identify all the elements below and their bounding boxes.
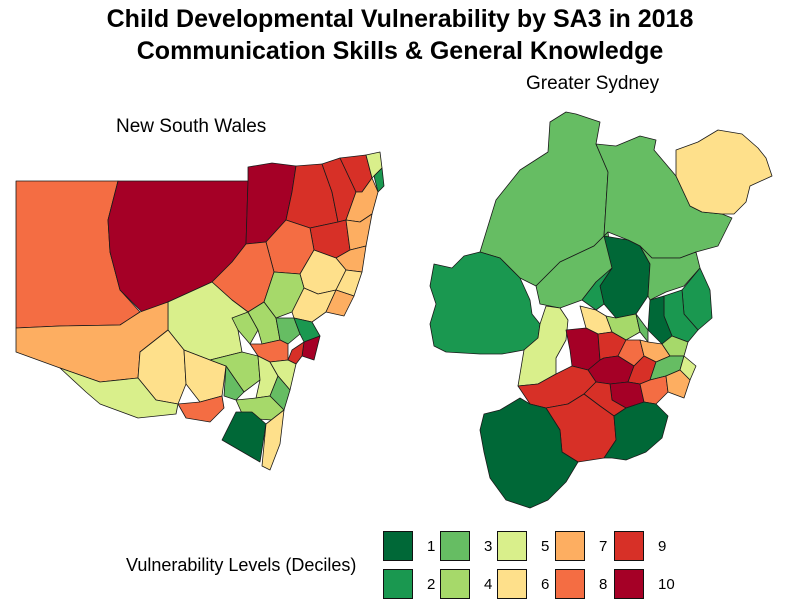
nsw-region [261,409,285,471]
sydney-region [665,369,691,399]
legend-item-9: 9 [614,531,666,561]
nsw-region [291,287,337,323]
sydney-region [479,397,579,509]
sydney-region [639,245,701,301]
legend-swatch [614,531,644,561]
nsw-region [287,341,305,365]
legend-item-5: 5 [497,531,549,561]
chart-title-line-2: Communication Skills & General Knowledge [136,37,664,65]
legend-item-4: 4 [440,569,492,599]
nsw-region [231,311,259,345]
legend-swatch [440,531,470,561]
legend-label: 10 [658,575,675,593]
legend-swatch [555,531,585,561]
legend-item-6: 6 [497,569,549,599]
legend-label: 5 [541,537,550,555]
nsw-region [221,411,267,463]
sydney-region [595,135,733,259]
legend-label: 7 [599,537,608,555]
legend-item-2: 2 [383,569,435,599]
legend-swatch [497,531,527,561]
legend-item-8: 8 [555,569,607,599]
sydney-region [517,305,569,387]
chart-title-line-1: Child Developmental Vulnerability by SA3… [106,5,694,33]
legend-title: Vulnerability Levels (Deciles) [126,555,357,575]
sydney-region [675,129,773,215]
nsw-region [345,213,373,251]
legend-swatch [440,569,470,599]
legend-label: 2 [427,575,436,593]
legend-swatch [614,569,644,599]
legend-item-7: 7 [555,531,607,561]
legend-swatch [555,569,585,599]
legend-label: 9 [658,537,667,555]
legend-swatch [497,569,527,599]
sydney-region [565,327,601,371]
nsw-region [177,395,225,423]
nsw-region [373,167,385,193]
legend-swatch [383,569,413,599]
nsw-region [325,289,355,317]
nsw-region [59,367,179,419]
legend-label: 3 [484,537,493,555]
sydney-map-label: Greater Sydney [526,73,660,94]
legend-label: 6 [541,575,550,593]
legend-label: 1 [427,537,436,555]
legend-item-1: 1 [383,531,435,561]
sydney-region [661,335,689,357]
nsw-map [15,151,385,471]
legend-item-3: 3 [440,531,492,561]
nsw-region [275,317,301,345]
sydney-map [429,111,773,509]
sydney-region [603,401,669,461]
nsw-region [269,359,297,391]
legend-swatch [383,531,413,561]
legend-label: 8 [599,575,608,593]
legend-label: 4 [484,575,493,593]
nsw-map-label: New South Wales [116,116,267,137]
legend-item-10: 10 [614,569,675,599]
